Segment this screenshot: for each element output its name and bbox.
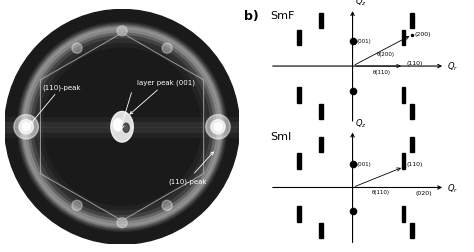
- Circle shape: [211, 120, 225, 134]
- Bar: [402, 154, 405, 169]
- Bar: [410, 14, 414, 29]
- Text: SmF: SmF: [270, 11, 294, 21]
- Text: $Q_z$: $Q_z$: [355, 117, 367, 129]
- Text: SmI: SmI: [270, 132, 291, 142]
- Bar: [402, 30, 405, 46]
- Circle shape: [206, 115, 230, 139]
- Ellipse shape: [111, 112, 133, 142]
- Text: (110)-peak: (110)-peak: [168, 152, 213, 185]
- Bar: [297, 206, 301, 222]
- Text: a): a): [10, 18, 24, 30]
- Ellipse shape: [123, 124, 129, 133]
- Bar: [410, 223, 414, 238]
- Bar: [319, 14, 323, 29]
- Circle shape: [117, 218, 127, 228]
- Text: b): b): [244, 10, 259, 23]
- Text: (001): (001): [356, 39, 372, 44]
- Text: $Q_r$: $Q_r$: [447, 181, 458, 194]
- Text: (110): (110): [406, 162, 423, 167]
- Text: layer peak (001): layer peak (001): [130, 80, 195, 115]
- Bar: [410, 137, 414, 152]
- Circle shape: [117, 27, 127, 37]
- Text: (001): (001): [356, 161, 372, 166]
- Text: θ(110): θ(110): [373, 69, 391, 74]
- Text: (110): (110): [406, 61, 423, 66]
- Bar: [319, 223, 323, 238]
- Text: $Q_r$: $Q_r$: [447, 60, 458, 73]
- Bar: [297, 154, 301, 169]
- Text: (020): (020): [415, 190, 432, 195]
- Circle shape: [162, 44, 172, 54]
- Bar: [297, 88, 301, 103]
- Circle shape: [72, 201, 82, 211]
- Circle shape: [162, 201, 172, 211]
- Bar: [402, 88, 405, 103]
- Text: (200): (200): [414, 32, 431, 37]
- Circle shape: [214, 123, 222, 131]
- Ellipse shape: [113, 119, 123, 131]
- Circle shape: [14, 115, 38, 139]
- Circle shape: [72, 44, 82, 54]
- Circle shape: [5, 10, 239, 244]
- Circle shape: [22, 123, 30, 131]
- Bar: [410, 104, 414, 120]
- Bar: [319, 104, 323, 120]
- Text: θ(200): θ(200): [376, 52, 394, 57]
- Text: θ(110): θ(110): [372, 190, 390, 195]
- Bar: [319, 137, 323, 152]
- Circle shape: [19, 120, 33, 134]
- Text: $Q_z$: $Q_z$: [355, 0, 367, 8]
- Bar: [297, 30, 301, 46]
- Bar: [402, 206, 405, 222]
- Text: (110)-peak: (110)-peak: [30, 84, 81, 124]
